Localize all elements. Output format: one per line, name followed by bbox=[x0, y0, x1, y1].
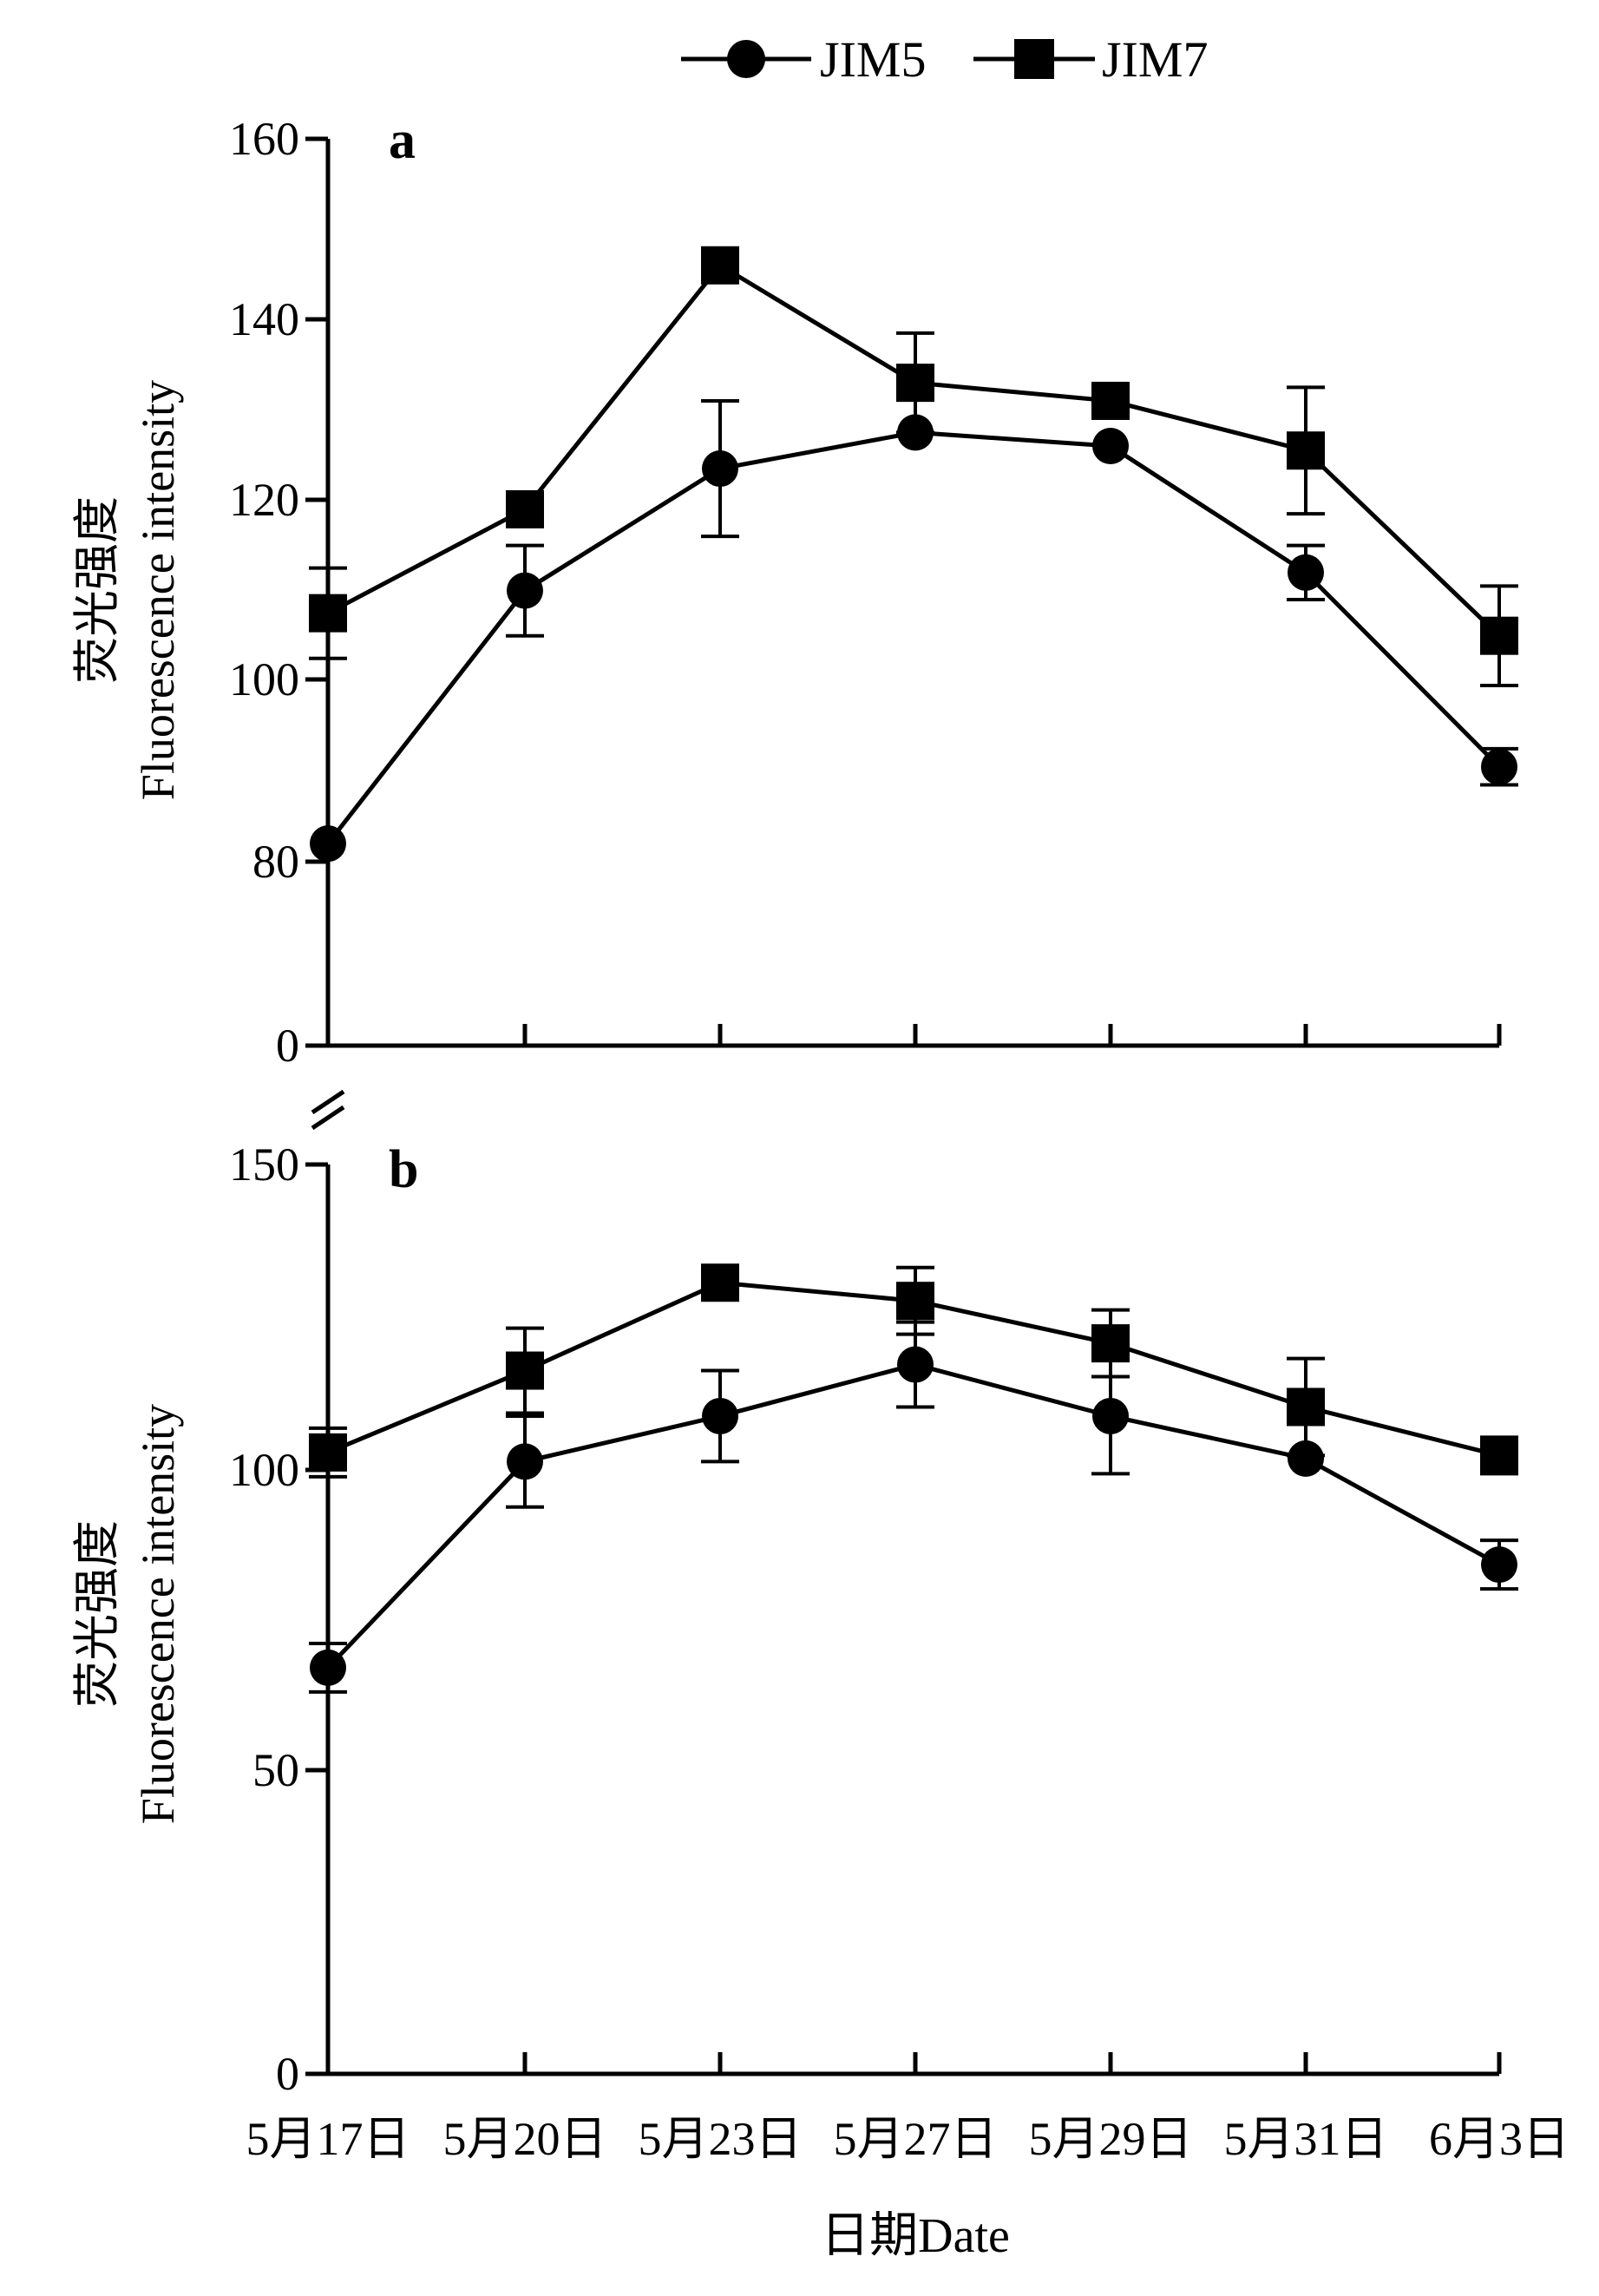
axis-break-marks bbox=[311, 1089, 345, 1131]
x-tick-label: 5月29日 bbox=[1029, 2113, 1193, 2165]
panel-a-point-jim7 bbox=[1480, 616, 1518, 655]
panel-a: a 0 80 100 120 140 160 荧光强度 Fluorescence… bbox=[71, 111, 1518, 1072]
panel-b-point-jim5 bbox=[507, 1443, 543, 1480]
panel-b-ylabel-en: Fluorescence intensity bbox=[132, 1404, 184, 1824]
axis-break-mark bbox=[311, 1105, 345, 1131]
panel-b-point-jim7 bbox=[1287, 1387, 1325, 1427]
panel-a-ylabel-en: Fluorescence intensity bbox=[132, 380, 184, 800]
axis-break-mark bbox=[311, 1089, 345, 1115]
x-axis-label: 日期Date bbox=[821, 2209, 1010, 2263]
legend-marker-jim5 bbox=[727, 40, 765, 78]
legend-label-jim5: JIM5 bbox=[820, 31, 926, 88]
x-tick-label: 5月31日 bbox=[1224, 2113, 1388, 2165]
panel-b-plot bbox=[309, 1263, 1518, 1694]
x-tick-label: 5月23日 bbox=[639, 2113, 803, 2165]
panel-b-point-jim5 bbox=[1481, 1546, 1517, 1584]
panel-b-point-jim5 bbox=[897, 1346, 934, 1383]
x-tick-labels: 5月17日 5月20日 5月23日 5月27日 5月29日 5月31日 6月3日 bbox=[246, 2113, 1570, 2165]
panel-b-label: b bbox=[389, 1140, 418, 1199]
panel-a-line-jim5 bbox=[326, 430, 1501, 845]
panel-a-ylabel-cn: 荧光强度 bbox=[71, 496, 123, 684]
panel-b-point-jim7 bbox=[701, 1263, 739, 1302]
panel-a-plot bbox=[309, 246, 1518, 863]
panel-b-ytick-label: 0 bbox=[276, 2048, 299, 2100]
panel-a-point-jim5 bbox=[310, 825, 346, 863]
panel-b-point-jim7 bbox=[896, 1282, 934, 1321]
panel-b-point-jim7 bbox=[309, 1433, 347, 1472]
legend: JIM5 JIM7 bbox=[681, 31, 1208, 88]
panel-a-point-jim5 bbox=[1092, 428, 1129, 465]
panel-a-ytick-label: 80 bbox=[252, 836, 299, 888]
panel-b-ytick-label: 100 bbox=[229, 1444, 299, 1496]
panel-a-point-jim7 bbox=[1091, 381, 1130, 420]
x-tick-label: 5月20日 bbox=[443, 2113, 607, 2165]
panel-b-point-jim7 bbox=[1480, 1436, 1518, 1475]
panel-b: b 0 50 100 150 荧光强度 Fluorescence intensi… bbox=[71, 1138, 1518, 2100]
panel-a-ytick-label: 120 bbox=[229, 474, 299, 526]
x-tick-label: 5月17日 bbox=[246, 2113, 410, 2165]
x-tick-label: 5月27日 bbox=[834, 2113, 998, 2165]
panel-b-point-jim5 bbox=[310, 1649, 346, 1686]
panel-a-ytick-label: 140 bbox=[229, 293, 299, 345]
panel-a-point-jim7 bbox=[701, 246, 739, 285]
panel-a-point-jim7 bbox=[506, 489, 544, 528]
panel-b-ytick-label: 50 bbox=[252, 1744, 299, 1796]
panel-b-point-jim5 bbox=[1092, 1397, 1129, 1434]
panel-b-point-jim5 bbox=[702, 1397, 738, 1434]
panel-a-point-jim5 bbox=[702, 450, 738, 488]
panel-a-point-jim7 bbox=[1287, 431, 1325, 470]
panel-a-point-jim5 bbox=[1481, 748, 1517, 785]
panel-a-ytick-label: 160 bbox=[229, 113, 299, 165]
panel-a-point-jim7 bbox=[896, 364, 934, 403]
panel-a-label: a bbox=[389, 111, 416, 170]
panel-b-point-jim7 bbox=[506, 1351, 544, 1390]
panel-b-point-jim5 bbox=[1288, 1440, 1324, 1477]
panel-a-ytick-label: 100 bbox=[229, 653, 299, 705]
panel-a-point-jim5 bbox=[507, 572, 543, 609]
legend-label-jim7: JIM7 bbox=[1102, 31, 1208, 88]
panel-b-ytick-label: 150 bbox=[229, 1138, 299, 1191]
panel-b-ylabel-cn: 荧光强度 bbox=[71, 1520, 123, 1708]
legend-marker-jim7 bbox=[1014, 39, 1054, 79]
panel-a-point-jim7 bbox=[309, 594, 347, 633]
panel-a-point-jim5 bbox=[1288, 554, 1324, 591]
x-tick-label: 6月3日 bbox=[1429, 2113, 1570, 2165]
panel-a-ytick-label: 0 bbox=[276, 1020, 299, 1072]
panel-b-point-jim7 bbox=[1091, 1324, 1130, 1363]
